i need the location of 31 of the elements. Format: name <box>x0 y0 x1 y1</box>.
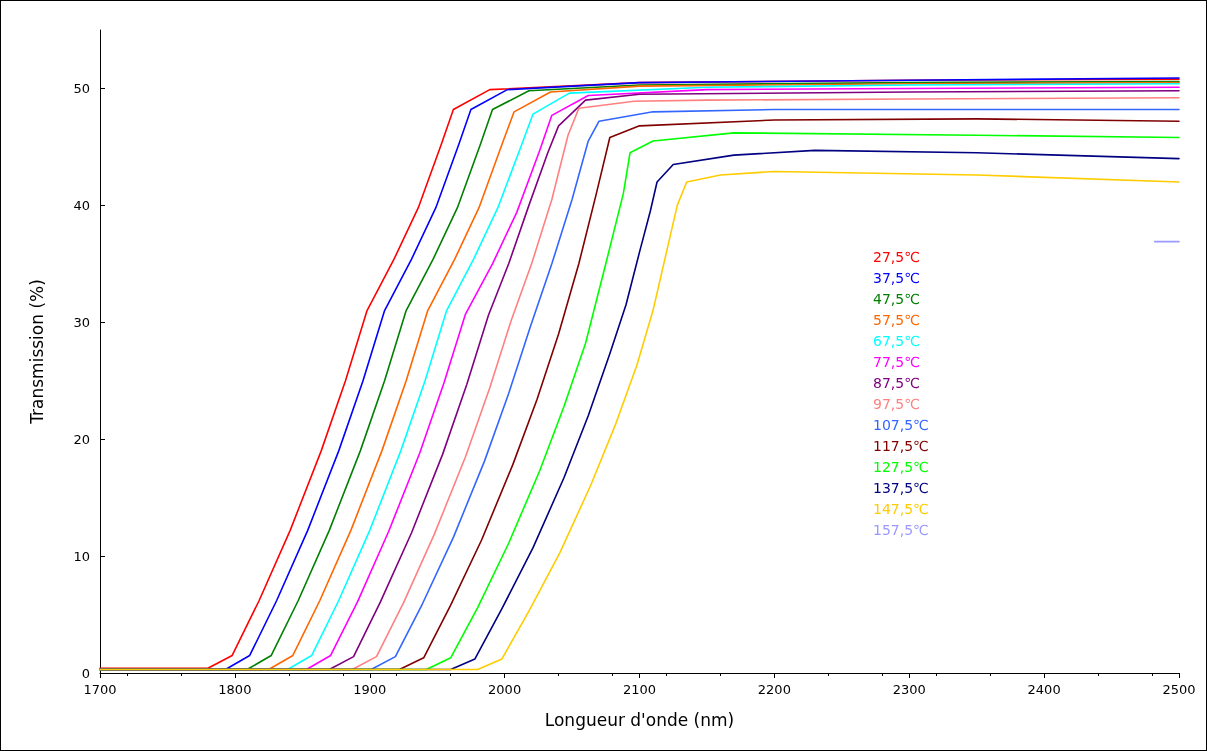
y-tick-label: 40 <box>73 197 90 213</box>
y-axis-title: Transmission (%) <box>26 279 47 425</box>
x-tick-label: 2300 <box>892 682 926 697</box>
text: 27,5℃ <box>873 249 920 265</box>
x-tick-label: 2100 <box>622 682 657 697</box>
x-tick-label: 1800 <box>218 682 252 697</box>
y-tick-label: 30 <box>73 314 90 330</box>
text: 67,5℃ <box>873 333 920 349</box>
text: 97,5℃ <box>873 396 920 412</box>
x-tick-label: 2000 <box>488 682 522 697</box>
y-tick-label: 20 <box>73 431 90 447</box>
text: 57,5℃ <box>873 312 920 328</box>
y-tick-label: 50 <box>73 80 90 96</box>
text: 107,5℃ <box>873 417 929 433</box>
text: 37,5℃ <box>873 270 920 286</box>
x-tick-label: 1900 <box>353 682 387 697</box>
text: 127,5℃ <box>873 459 929 475</box>
x-tick-label: 2200 <box>757 682 791 697</box>
text: 117,5℃ <box>873 438 929 454</box>
x-axis-title: Longueur d'onde (nm) <box>544 709 735 730</box>
x-tick-label: 1700 <box>83 682 117 697</box>
text: 77,5℃ <box>873 354 920 370</box>
text: 87,5℃ <box>873 375 920 391</box>
text: 47,5℃ <box>873 291 920 307</box>
y-tick-label: 10 <box>73 548 90 564</box>
text: 147,5℃ <box>873 501 929 517</box>
text: 157,5℃ <box>873 522 929 538</box>
x-tick-label: 2400 <box>1027 682 1061 697</box>
text: 137,5℃ <box>873 480 929 496</box>
y-tick-label: 0 <box>81 665 90 681</box>
x-tick-label: 2500 <box>1162 682 1196 697</box>
